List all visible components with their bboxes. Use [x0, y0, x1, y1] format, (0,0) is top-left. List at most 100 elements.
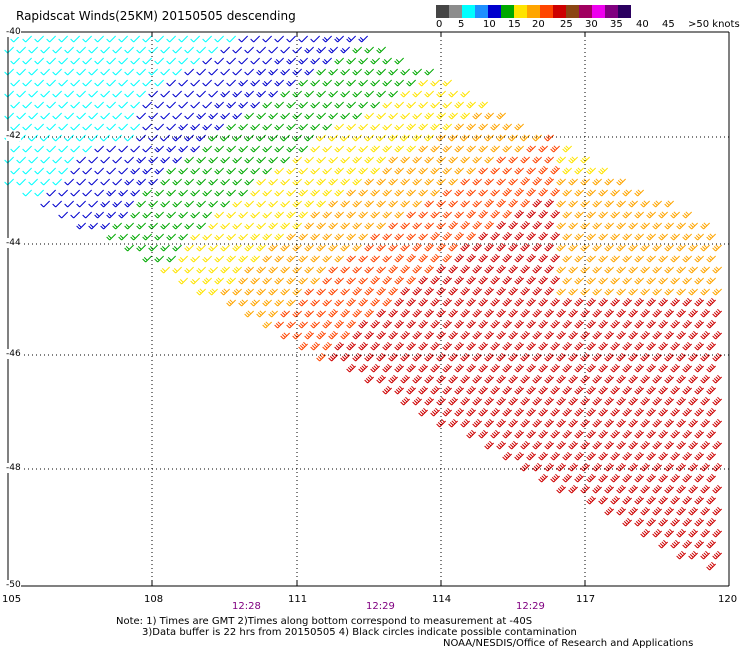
wind-barb: [430, 363, 440, 373]
wind-barb: [448, 90, 458, 98]
wind-barb: [130, 35, 140, 43]
wind-barb: [604, 288, 614, 296]
wind-barb: [574, 429, 584, 439]
wind-barb: [310, 145, 320, 153]
wind-barb: [610, 407, 620, 417]
wind-barb: [268, 266, 278, 274]
wind-barb: [364, 330, 374, 340]
wind-barb: [484, 198, 494, 208]
wind-barb: [442, 145, 452, 153]
wind-barb: [256, 222, 266, 230]
wind-barb: [586, 211, 596, 219]
wind-barb: [106, 167, 116, 175]
lat-lon-grid: [7, 31, 730, 587]
wind-barb: [490, 385, 500, 395]
wind-barb: [22, 123, 32, 131]
wind-barb: [70, 145, 80, 153]
wind-barb: [418, 385, 428, 395]
wind-barb: [166, 79, 176, 87]
wind-barb: [334, 101, 344, 109]
wind-barb: [34, 145, 44, 153]
wind-barb: [676, 550, 686, 560]
wind-barb: [100, 90, 110, 98]
wind-barb: [538, 319, 548, 329]
wind-barb: [604, 308, 614, 318]
wind-barb: [184, 156, 194, 164]
wind-barb: [688, 484, 698, 494]
wind-barb: [532, 286, 542, 296]
wind-barb: [556, 288, 566, 296]
wind-barb: [382, 233, 392, 241]
wind-barb: [472, 242, 482, 252]
wind-barb: [142, 57, 152, 65]
wind-barb: [406, 275, 416, 285]
wind-barb: [148, 200, 158, 208]
wind-barb: [664, 352, 674, 362]
wind-barb: [682, 385, 692, 395]
wind-barb: [700, 550, 710, 560]
wind-barb: [712, 418, 722, 428]
wind-barb: [280, 112, 290, 120]
wind-barb: [304, 134, 314, 142]
wind-barb: [520, 198, 530, 208]
wind-barb: [598, 277, 608, 285]
wind-barb: [706, 255, 716, 263]
wind-barb: [232, 134, 242, 142]
wind-barb: [238, 101, 248, 109]
wind-barb: [82, 211, 92, 219]
wind-barb: [574, 277, 584, 285]
wind-barb: [592, 178, 602, 186]
wind-barb: [574, 451, 584, 461]
wind-barb: [622, 319, 632, 329]
wind-barb: [238, 277, 248, 285]
wind-barb: [436, 286, 446, 296]
wind-barb: [358, 189, 368, 197]
wind-barb: [472, 374, 482, 384]
wind-barb: [688, 374, 698, 384]
wind-barb: [202, 145, 212, 153]
wind-barb: [196, 68, 206, 76]
wind-barb: [316, 310, 326, 318]
wind-barb: [202, 233, 212, 241]
wind-barb: [406, 297, 416, 307]
wind-barb: [202, 79, 212, 87]
wind-barb: [298, 123, 308, 131]
wind-barb: [544, 418, 554, 428]
wind-barb: [220, 244, 230, 252]
wind-barb: [460, 396, 470, 406]
wind-barb: [490, 253, 500, 263]
wind-barb: [76, 222, 86, 230]
wind-barb: [556, 308, 566, 318]
wind-barb: [634, 473, 644, 483]
lat-label: -40: [6, 27, 21, 37]
wind-barb: [388, 374, 398, 384]
wind-barb: [214, 79, 224, 87]
wind-barb: [154, 57, 164, 65]
wind-barb: [262, 35, 272, 43]
wind-barb: [682, 451, 692, 461]
wind-barb: [484, 242, 494, 252]
wind-barb: [526, 275, 536, 285]
wind-barb: [16, 178, 26, 186]
wind-barb: [250, 299, 260, 307]
wind-barb: [640, 266, 650, 274]
wind-barb: [556, 200, 566, 208]
wind-barb: [304, 178, 314, 186]
wind-barb: [322, 35, 332, 43]
wind-barb: [502, 297, 512, 307]
wind-barb: [64, 112, 74, 120]
wind-barb: [22, 167, 32, 175]
wind-barb: [544, 440, 554, 450]
wind-barb: [490, 297, 500, 307]
wind-barb: [688, 550, 698, 560]
wind-barb: [262, 189, 272, 197]
wind-barb: [586, 429, 596, 439]
wind-barb: [532, 242, 542, 252]
wind-barb: [550, 363, 560, 373]
wind-barb: [286, 189, 296, 197]
wind-barb: [550, 429, 560, 439]
wind-barb: [358, 277, 368, 285]
wind-barb: [334, 167, 344, 175]
wind-barb: [286, 101, 296, 109]
